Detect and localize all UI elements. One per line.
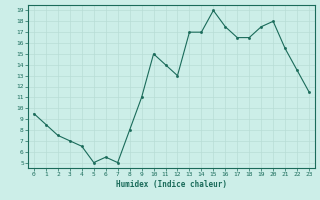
X-axis label: Humidex (Indice chaleur): Humidex (Indice chaleur) bbox=[116, 180, 227, 189]
